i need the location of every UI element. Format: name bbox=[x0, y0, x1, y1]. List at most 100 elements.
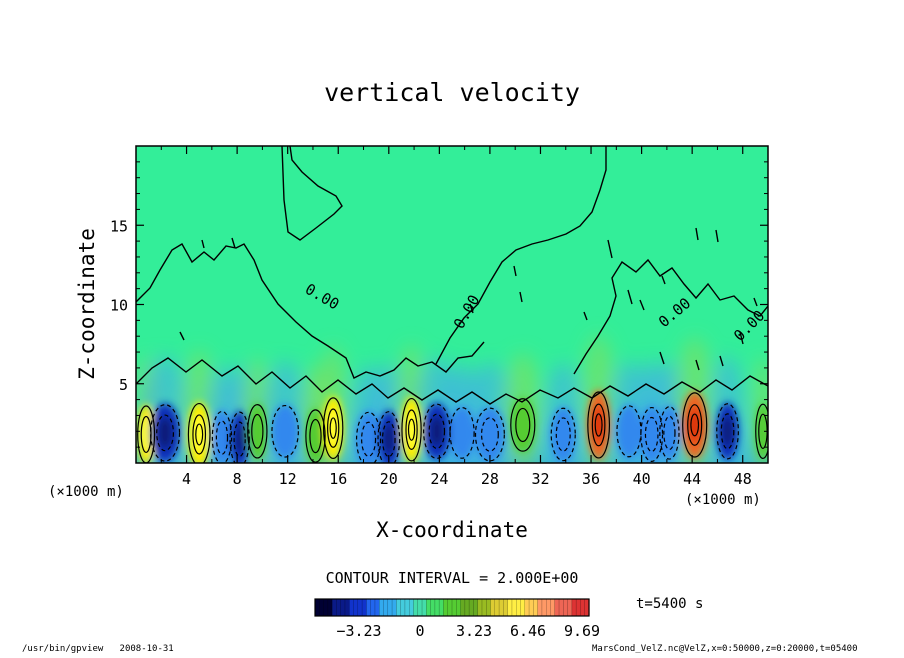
cell-contour bbox=[474, 407, 505, 462]
y-axis-label: Z-coordinate bbox=[75, 228, 99, 380]
cell-contours bbox=[137, 391, 768, 463]
x-axis: 4 8 12 16 20 24 28 32 36 40 44 48 bbox=[160, 146, 752, 488]
velocity-cell-core bbox=[327, 410, 339, 446]
velocity-cell bbox=[305, 408, 326, 463]
cell-contour bbox=[659, 406, 680, 460]
cell-contour bbox=[423, 403, 451, 460]
cell-contour-inner bbox=[361, 421, 377, 457]
velocity-cell-core bbox=[192, 416, 206, 453]
cell-contour-inner bbox=[251, 413, 264, 449]
x-tick-label: 8 bbox=[233, 470, 242, 488]
colorbar-swatch bbox=[460, 599, 466, 616]
x-tick-label: 12 bbox=[279, 470, 297, 488]
colorbar-swatch bbox=[477, 599, 483, 616]
zero-contour-center bbox=[435, 146, 607, 365]
velocity-cell bbox=[211, 410, 233, 463]
colorbar-swatch bbox=[362, 599, 367, 616]
x-tick-label: 32 bbox=[531, 470, 549, 488]
colorbar-swatch bbox=[554, 599, 560, 616]
cell-contour-inner bbox=[405, 409, 418, 451]
x-axis-label: X-coordinate bbox=[376, 518, 528, 542]
cell-contour bbox=[355, 411, 382, 463]
cell-contour-inner bbox=[591, 403, 606, 447]
velocity-cell bbox=[640, 406, 664, 463]
cell-contour-core bbox=[690, 413, 700, 437]
cell-contour-core bbox=[195, 423, 204, 446]
colorbar-swatch bbox=[344, 599, 350, 616]
cell-contour-inner bbox=[428, 413, 446, 450]
colorbar-swatch bbox=[464, 599, 470, 616]
colorbar-tick-label: −3.23 bbox=[336, 622, 381, 640]
zero-contour-left bbox=[136, 243, 485, 379]
y-axis: 5 10 15 bbox=[110, 161, 768, 448]
cell-contour bbox=[322, 397, 344, 459]
colorbar-swatch bbox=[430, 599, 436, 616]
colorbar-swatch bbox=[511, 599, 517, 616]
colorbar-swatch bbox=[520, 599, 526, 616]
cell-contour-inner bbox=[515, 407, 531, 443]
cell-contour bbox=[271, 404, 299, 458]
x-tick-label: 40 bbox=[633, 470, 651, 488]
cell-contour-core bbox=[407, 418, 416, 441]
x-unit-right: (×1000 m) bbox=[685, 492, 761, 508]
y-tick-label: 10 bbox=[110, 297, 128, 315]
colorbar-swatch bbox=[409, 599, 415, 616]
cell-contour-inner bbox=[663, 415, 676, 451]
velocity-cell bbox=[355, 410, 382, 463]
cell-contour-inner bbox=[215, 420, 229, 455]
velocity-cell bbox=[659, 405, 680, 461]
cell-contour-core bbox=[594, 413, 603, 437]
colorbar-swatch bbox=[349, 599, 355, 616]
colorbar-swatch bbox=[336, 599, 342, 616]
colorbar-swatch bbox=[456, 599, 462, 616]
colorbar-swatch bbox=[486, 599, 492, 616]
velocity-cell-core bbox=[405, 411, 418, 448]
colorbar-tick-label: 3.23 bbox=[456, 622, 492, 640]
cell-contour-inner bbox=[720, 413, 735, 450]
x-tick-label: 44 bbox=[683, 470, 701, 488]
velocity-cell-core bbox=[234, 423, 245, 455]
colorbar-swatch bbox=[379, 599, 385, 616]
cell-contour bbox=[682, 392, 708, 458]
velocity-cell-core bbox=[429, 415, 444, 447]
cell-contour bbox=[229, 411, 250, 463]
colorbar-swatch bbox=[473, 599, 479, 616]
colorbar-swatch bbox=[340, 599, 346, 616]
velocity-cell bbox=[550, 406, 576, 463]
colorbar-swatch bbox=[332, 599, 338, 616]
colorbar-swatch bbox=[580, 599, 586, 616]
cell-contour bbox=[187, 402, 211, 463]
colorbar-swatch bbox=[546, 599, 552, 616]
colorbar-swatch bbox=[374, 599, 380, 616]
colorbar-swatch bbox=[383, 599, 389, 616]
x-tick-label: 16 bbox=[329, 470, 347, 488]
velocity-cell bbox=[449, 406, 475, 460]
y-tick-label: 5 bbox=[119, 376, 128, 394]
cell-contour-inner bbox=[381, 421, 396, 458]
colorbar-tick-label: 9.69 bbox=[564, 622, 600, 640]
colorbar-swatch bbox=[516, 599, 522, 616]
cell-contour-inner bbox=[687, 404, 703, 446]
colorbar-swatch bbox=[426, 599, 432, 616]
velocity-cell bbox=[247, 403, 268, 460]
colorbar-swatch bbox=[422, 599, 427, 616]
cell-contour-inner bbox=[156, 414, 175, 452]
cell-contour bbox=[640, 406, 664, 462]
cell-contour-core bbox=[329, 417, 337, 439]
x-tick-label: 28 bbox=[481, 470, 499, 488]
colorbar-swatch bbox=[503, 599, 509, 616]
colorbar-swatch bbox=[417, 599, 423, 616]
colorbar-swatch bbox=[392, 599, 397, 616]
velocity-cell bbox=[510, 397, 536, 453]
colorbar-swatch bbox=[439, 599, 445, 616]
cell-contour bbox=[247, 404, 268, 459]
velocity-cell bbox=[616, 404, 642, 459]
velocity-cell-core bbox=[687, 406, 702, 444]
colorbar-tick-label: 6.46 bbox=[510, 622, 546, 640]
velocity-cell-core bbox=[157, 416, 173, 450]
footer-left: /usr/bin/gpview 2008-10-31 bbox=[22, 644, 174, 654]
colorbar-swatch bbox=[533, 599, 539, 616]
colorbar-ticks: −3.23 0 3.23 6.46 9.69 bbox=[336, 622, 600, 640]
cell-contour bbox=[587, 391, 611, 459]
footer-right: MarsCond_VelZ.nc@VelZ,x=0:50000,z=0:2000… bbox=[592, 644, 858, 654]
